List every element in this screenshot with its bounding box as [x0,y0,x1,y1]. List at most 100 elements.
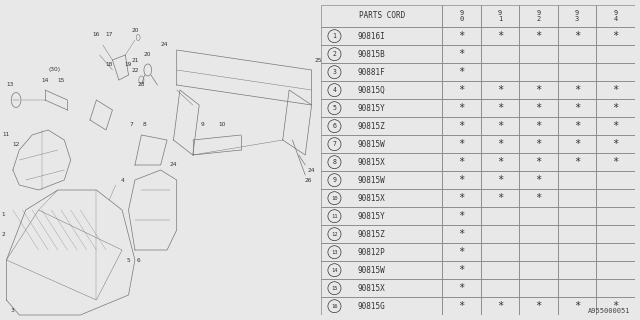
Text: 6: 6 [136,258,140,262]
Text: 12: 12 [332,232,338,237]
Bar [481,171,519,189]
Text: 17: 17 [106,33,113,37]
Text: 21: 21 [131,58,139,62]
Text: *: * [535,301,541,311]
Bar [481,189,519,207]
Text: 9: 9 [333,177,337,183]
Bar [557,153,596,171]
Text: *: * [535,193,541,203]
Text: *: * [458,31,465,41]
Bar [442,243,481,261]
Bar [519,261,557,279]
Bar [596,297,635,315]
Bar [557,243,596,261]
Text: 9
2: 9 2 [536,10,541,21]
Text: 15: 15 [332,286,338,291]
Text: *: * [574,121,580,131]
Text: *: * [574,31,580,41]
Text: 2: 2 [333,51,337,57]
Bar [481,135,519,153]
Bar [557,5,596,27]
Text: *: * [612,85,619,95]
Text: 16: 16 [93,33,100,37]
Text: 9: 9 [200,123,204,127]
Text: 90881F: 90881F [357,68,385,77]
Text: PARTS CORD: PARTS CORD [358,12,404,20]
Text: 90815Z: 90815Z [357,122,385,131]
Bar [557,45,596,63]
Text: *: * [458,157,465,167]
Text: 7: 7 [130,123,134,127]
Bar [481,45,519,63]
Text: *: * [612,121,619,131]
Text: 10: 10 [332,196,338,201]
Text: *: * [497,157,503,167]
Text: *: * [458,229,465,239]
Text: (30): (30) [49,68,61,73]
Bar [519,243,557,261]
Text: *: * [535,175,541,185]
Bar [519,81,557,99]
Bar [557,189,596,207]
Bar [321,279,442,297]
Text: *: * [535,139,541,149]
Text: *: * [535,103,541,113]
Bar [442,117,481,135]
Text: *: * [497,85,503,95]
Text: 13: 13 [332,250,338,255]
Bar [321,99,442,117]
Text: *: * [574,103,580,113]
Bar [519,297,557,315]
Bar [596,27,635,45]
Bar [481,27,519,45]
Text: *: * [458,247,465,257]
Bar [321,135,442,153]
Text: 26: 26 [305,178,312,182]
Bar [519,153,557,171]
Bar [519,171,557,189]
Bar [442,81,481,99]
Text: *: * [497,103,503,113]
Text: *: * [458,85,465,95]
Bar [442,135,481,153]
Text: 90815X: 90815X [357,284,385,293]
Text: 1: 1 [333,33,337,39]
Bar [557,63,596,81]
Bar [321,243,442,261]
Bar [519,45,557,63]
Bar [481,5,519,27]
Text: *: * [458,121,465,131]
Text: 9
0: 9 0 [459,10,463,21]
Bar [321,27,442,45]
Text: 90815G: 90815G [357,302,385,311]
Bar [481,207,519,225]
Text: *: * [574,139,580,149]
Bar [481,261,519,279]
Text: *: * [458,67,465,77]
Text: *: * [458,175,465,185]
Text: 15: 15 [58,77,65,83]
Bar [442,225,481,243]
Text: 22: 22 [131,68,139,73]
Text: 12: 12 [12,142,20,148]
Bar [321,225,442,243]
Text: 90815W: 90815W [357,176,385,185]
Bar [481,81,519,99]
Bar [321,297,442,315]
Bar [442,5,481,27]
Bar [481,63,519,81]
Text: 8: 8 [333,159,337,165]
Bar [519,27,557,45]
Bar [519,225,557,243]
Bar [321,5,442,27]
Text: 13: 13 [6,83,13,87]
Bar [321,117,442,135]
Bar [519,117,557,135]
Text: 24: 24 [170,163,177,167]
Text: 16: 16 [332,304,338,309]
Text: 20: 20 [144,52,152,58]
Bar [321,153,442,171]
Bar [481,153,519,171]
Text: 9
3: 9 3 [575,10,579,21]
Text: 25: 25 [314,58,322,62]
